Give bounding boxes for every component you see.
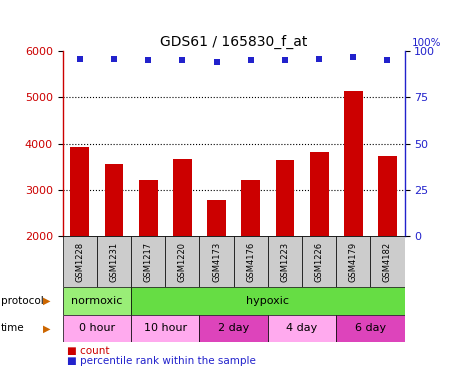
Bar bbox=[131, 287, 405, 315]
Text: time: time bbox=[1, 324, 25, 333]
Point bbox=[145, 57, 152, 63]
Text: GSM1217: GSM1217 bbox=[144, 242, 153, 282]
Text: GSM4179: GSM4179 bbox=[349, 242, 358, 282]
Bar bbox=[276, 160, 294, 329]
Bar bbox=[336, 236, 370, 287]
Point bbox=[110, 56, 118, 61]
Bar bbox=[378, 156, 397, 329]
Text: 0 hour: 0 hour bbox=[79, 324, 115, 333]
Bar bbox=[131, 236, 166, 287]
Bar bbox=[268, 315, 336, 342]
Text: hypoxic: hypoxic bbox=[246, 296, 289, 306]
Text: 10 hour: 10 hour bbox=[144, 324, 187, 333]
Bar bbox=[199, 236, 233, 287]
Bar bbox=[241, 180, 260, 329]
Bar bbox=[207, 200, 226, 329]
Bar bbox=[63, 236, 97, 287]
Bar bbox=[310, 152, 328, 329]
Text: 2 day: 2 day bbox=[218, 324, 249, 333]
Text: GSM4182: GSM4182 bbox=[383, 242, 392, 282]
Text: 6 day: 6 day bbox=[355, 324, 386, 333]
Bar bbox=[63, 315, 131, 342]
Bar bbox=[199, 315, 268, 342]
Text: GSM1226: GSM1226 bbox=[315, 242, 324, 282]
Text: GSM1231: GSM1231 bbox=[110, 242, 119, 282]
Text: GSM1223: GSM1223 bbox=[280, 242, 289, 282]
Text: ▶: ▶ bbox=[43, 324, 51, 333]
Bar bbox=[268, 236, 302, 287]
Point bbox=[350, 54, 357, 60]
Text: GSM4173: GSM4173 bbox=[212, 242, 221, 282]
Text: ■ count: ■ count bbox=[67, 346, 110, 356]
Point bbox=[281, 57, 289, 63]
Bar bbox=[370, 236, 405, 287]
Bar bbox=[63, 287, 131, 315]
Text: GSM1220: GSM1220 bbox=[178, 242, 187, 282]
Text: 100%: 100% bbox=[412, 38, 441, 48]
Bar bbox=[71, 147, 89, 329]
Point bbox=[179, 57, 186, 63]
Text: ■ percentile rank within the sample: ■ percentile rank within the sample bbox=[67, 355, 256, 366]
Bar bbox=[131, 315, 199, 342]
Bar bbox=[139, 180, 158, 329]
Bar bbox=[336, 315, 405, 342]
Text: GSM1228: GSM1228 bbox=[75, 242, 84, 282]
Bar bbox=[302, 236, 336, 287]
Text: GSM4176: GSM4176 bbox=[246, 242, 255, 282]
Point bbox=[213, 59, 220, 65]
Bar bbox=[97, 236, 131, 287]
Point bbox=[315, 56, 323, 61]
Title: GDS61 / 165830_f_at: GDS61 / 165830_f_at bbox=[160, 35, 307, 49]
Point bbox=[76, 56, 84, 61]
Point bbox=[384, 57, 391, 63]
Text: 4 day: 4 day bbox=[286, 324, 318, 333]
Bar bbox=[165, 236, 199, 287]
Text: protocol: protocol bbox=[1, 296, 44, 306]
Bar bbox=[344, 90, 363, 329]
Bar bbox=[173, 159, 192, 329]
Text: normoxic: normoxic bbox=[71, 296, 123, 306]
Bar bbox=[105, 164, 123, 329]
Bar bbox=[233, 236, 268, 287]
Point bbox=[247, 57, 254, 63]
Text: ▶: ▶ bbox=[43, 296, 51, 306]
